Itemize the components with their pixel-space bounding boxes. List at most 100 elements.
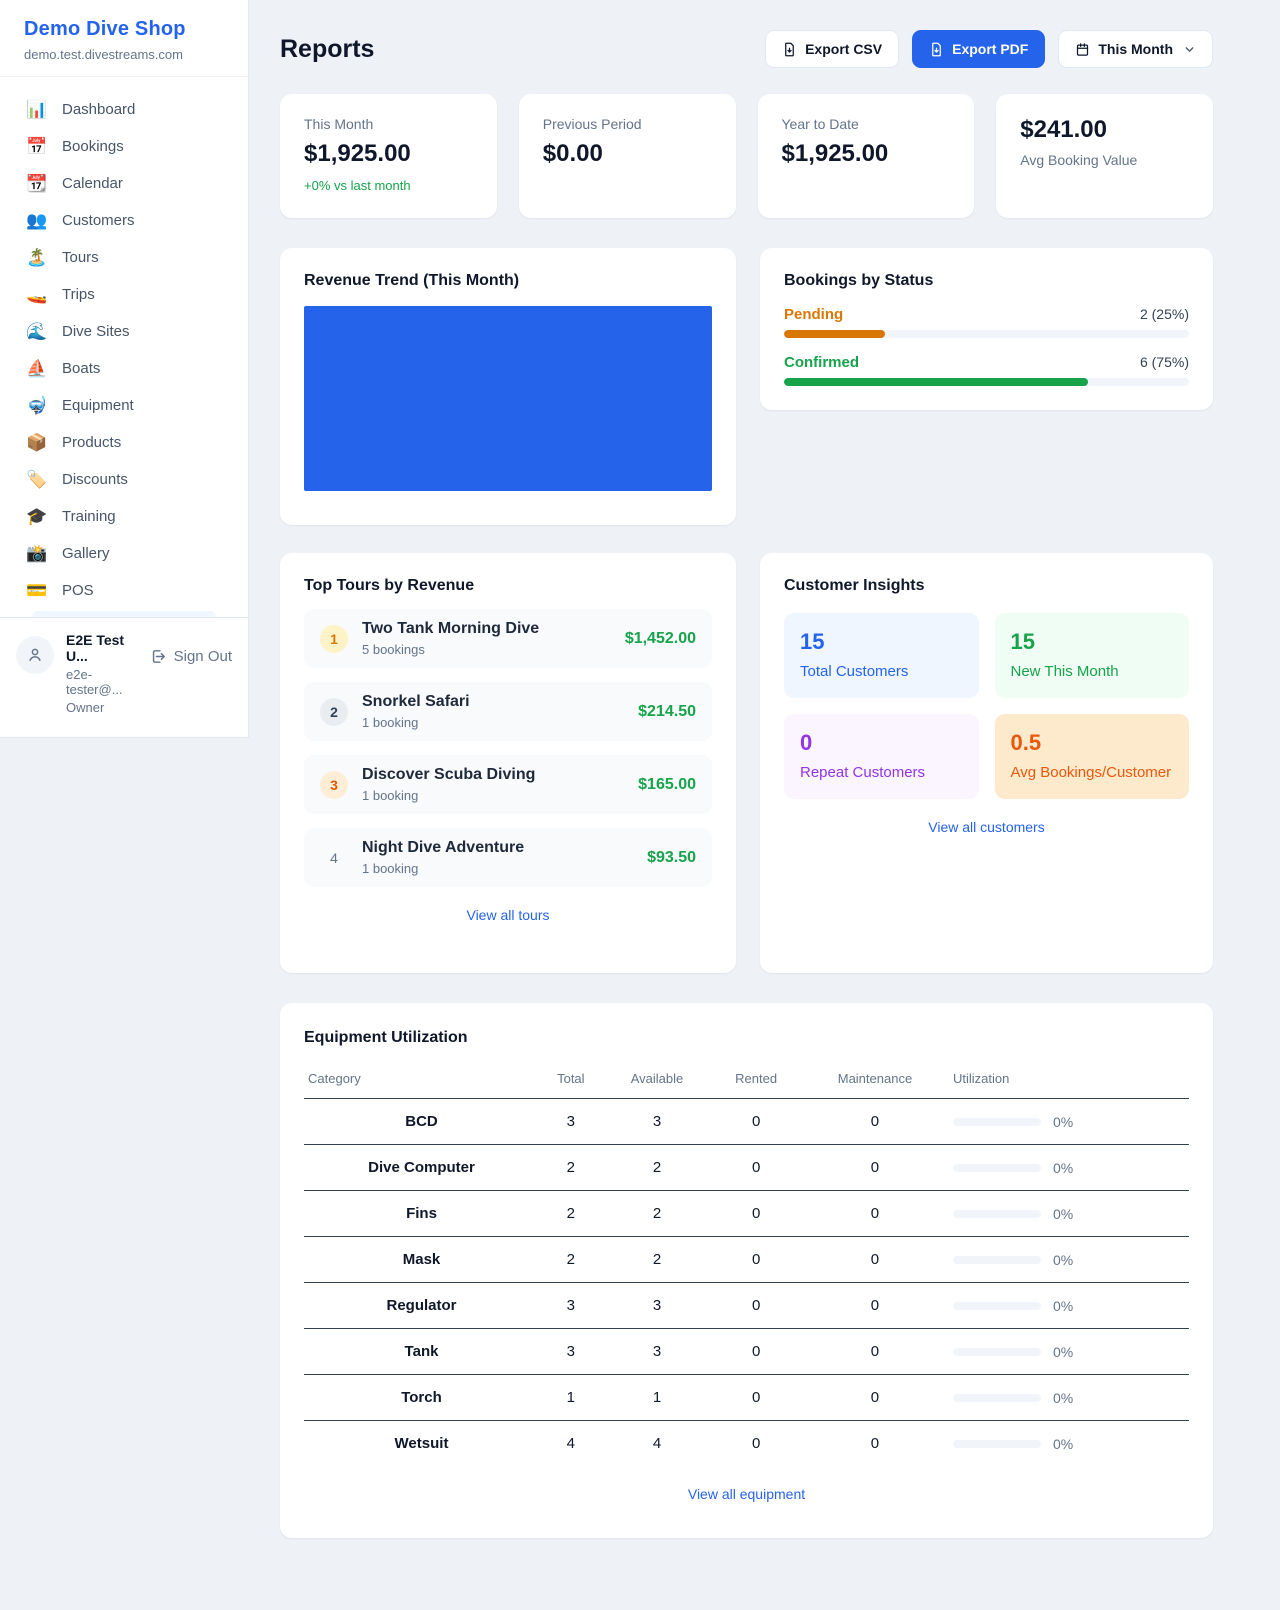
cell-utilization: 0% <box>949 1190 1189 1237</box>
stat-label: This Month <box>304 116 374 132</box>
stat-value: $1,925.00 <box>304 140 411 167</box>
cell-category: Regulator <box>304 1282 539 1329</box>
user-email: e2e-tester@... <box>66 667 123 697</box>
camera-icon: 📸 <box>26 544 48 563</box>
cell-total: 2 <box>539 1144 603 1191</box>
stat-value: $0.00 <box>542 140 603 167</box>
sidebar-item-label: Dashboard <box>62 101 136 118</box>
view-all-equipment-link[interactable]: View all equipment <box>687 1486 806 1502</box>
table-row: BCD 3 3 0 0 0% <box>304 1098 1189 1145</box>
view-all-tours-link[interactable]: View all tours <box>466 907 550 923</box>
cell-category: Torch <box>304 1374 539 1421</box>
column-header-total: Total <box>539 1061 603 1099</box>
tour-bookings: 1 booking <box>362 715 419 730</box>
sidebar-item-gallery[interactable]: 📸 Gallery <box>16 535 232 572</box>
cell-rented: 0 <box>711 1098 801 1145</box>
cell-total: 1 <box>539 1374 603 1421</box>
export-csv-label: Export CSV <box>805 41 883 57</box>
cell-available: 4 <box>652 1435 662 1452</box>
shop-name: Demo Dive Shop <box>24 18 186 40</box>
sidebar-item-boats[interactable]: ⛵ Boats <box>16 350 232 387</box>
utilization-percent: 0% <box>1053 1251 1074 1268</box>
stat-card-avg-booking-value: $241.00 Avg Booking Value <box>996 94 1213 218</box>
file-download-icon <box>932 42 941 56</box>
progress-fill-confirmed <box>784 378 1088 386</box>
export-pdf-button[interactable]: Export PDF <box>912 30 1046 68</box>
sidebar-item-products[interactable]: 📦 Products <box>16 424 232 461</box>
status-row-confirmed: Confirmed 6 (75%) <box>784 354 1189 386</box>
cell-maintenance: 0 <box>800 1098 949 1145</box>
package-icon: 📦 <box>26 433 48 452</box>
utilization-bar <box>953 1347 1041 1356</box>
utilization-bar <box>953 1439 1041 1448</box>
stat-label: Previous Period <box>542 116 642 132</box>
utilization-percent: 0% <box>1053 1343 1074 1360</box>
cell-category: BCD <box>304 1098 539 1145</box>
sidebar-item-reports-peek[interactable] <box>32 611 216 617</box>
view-all-customers-link[interactable]: View all customers <box>928 819 1045 835</box>
sidebar-item-tours[interactable]: 🏝️ Tours <box>16 239 232 276</box>
sidebar-item-dive-sites[interactable]: 🌊 Dive Sites <box>16 313 232 350</box>
sidebar-item-bookings[interactable]: 📅 Bookings <box>16 128 232 165</box>
tour-name: Night Dive Adventure <box>362 839 525 856</box>
sidebar-item-discounts[interactable]: 🏷️ Discounts <box>16 461 232 498</box>
sidebar-nav: 📊 Dashboard 📅 Bookings 📆 Calendar 👥 Cust… <box>0 77 248 617</box>
sidebar-item-equipment[interactable]: 🤿 Equipment <box>16 387 232 424</box>
utilization-bar <box>953 1301 1041 1310</box>
tile-label: Avg Bookings/Customer <box>1010 764 1172 781</box>
stat-label: Avg Booking Value <box>1020 152 1138 168</box>
sidebar-item-dashboard[interactable]: 📊 Dashboard <box>16 91 232 128</box>
cell-utilization: 0% <box>949 1374 1189 1421</box>
wave-icon: 🌊 <box>26 322 48 341</box>
sidebar-item-label: Training <box>62 508 116 525</box>
column-header-category: Category <box>304 1061 539 1099</box>
sidebar-item-pos[interactable]: 💳 POS <box>16 572 232 609</box>
tour-name: Two Tank Morning Dive <box>362 620 540 637</box>
cell-maintenance: 0 <box>800 1374 949 1421</box>
utilization-percent: 0% <box>1053 1435 1074 1452</box>
tour-revenue: $214.50 <box>638 702 696 720</box>
cell-available: 3 <box>602 1328 712 1375</box>
top-tours-title: Top Tours by Revenue <box>304 577 475 594</box>
export-csv-button[interactable]: Export CSV <box>765 30 900 68</box>
cell-total: 3 <box>539 1098 603 1145</box>
cell-total: 3 <box>539 1328 603 1375</box>
sidebar-item-training[interactable]: 🎓 Training <box>16 498 232 535</box>
cell-utilization: 0% <box>949 1421 1189 1467</box>
cell-maintenance: 0 <box>800 1190 949 1237</box>
status-row-pending: Pending 2 (25%) <box>784 306 1189 338</box>
table-header-row: Category Total Available Rented Maintena… <box>304 1061 1189 1099</box>
sidebar-item-label: Customers <box>62 212 135 229</box>
rank-badge: 3 <box>320 770 348 799</box>
revenue-trend-chart <box>304 306 712 491</box>
person-icon <box>29 648 41 661</box>
calendar-icon <box>1077 42 1089 56</box>
cell-category: Fins <box>304 1190 539 1237</box>
sidebar-item-trips[interactable]: 🚤 Trips <box>16 276 232 313</box>
shop-domain: demo.test.divestreams.com <box>24 47 183 62</box>
cell-maintenance: 0 <box>800 1236 949 1283</box>
rank-badge: 2 <box>320 697 348 726</box>
sidebar-item-label: Bookings <box>62 138 124 155</box>
tour-name: Discover Scuba Diving <box>362 766 536 783</box>
sidebar-item-label: Tours <box>62 249 99 266</box>
stat-value: $241.00 <box>1020 116 1108 143</box>
tile-total-customers: 15 Total Customers <box>784 613 979 698</box>
table-row: Wetsuit 4 4 0 0 0% <box>304 1421 1189 1467</box>
sidebar-item-label: Boats <box>62 360 101 377</box>
bookings-calendar-icon: 📅 <box>26 137 48 156</box>
tour-bookings: 1 booking <box>362 788 419 803</box>
tile-value: 0 <box>800 730 813 755</box>
speedboat-icon: 🚤 <box>26 285 48 304</box>
stat-card-this-month: This Month $1,925.00 +0% vs last month <box>280 94 497 218</box>
cell-rented: 0 <box>711 1190 801 1237</box>
stat-value: $1,925.00 <box>781 140 889 167</box>
sidebar-item-calendar[interactable]: 📆 Calendar <box>16 165 232 202</box>
period-dropdown[interactable]: This Month <box>1058 30 1213 68</box>
sign-out-button[interactable]: Sign Out <box>150 648 232 665</box>
sidebar-item-customers[interactable]: 👥 Customers <box>16 202 232 239</box>
cell-total: 4 <box>566 1435 575 1452</box>
utilization-bar <box>953 1393 1041 1402</box>
sidebar-item-label: Equipment <box>62 397 134 414</box>
tile-value: 15 <box>800 629 825 654</box>
